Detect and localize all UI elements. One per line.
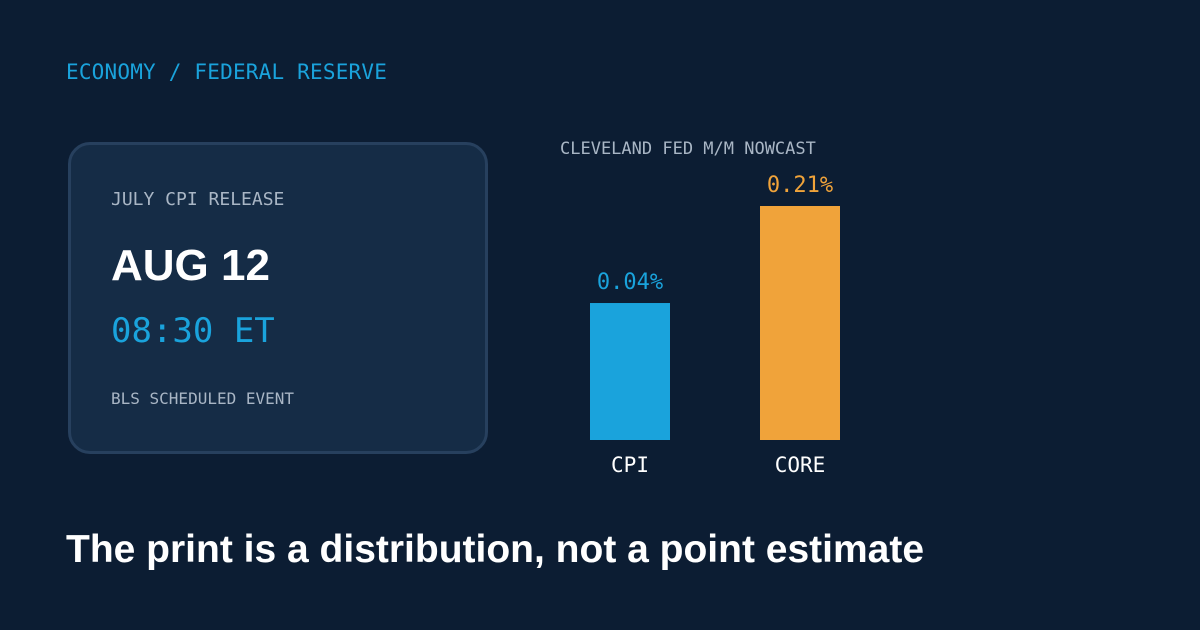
event-card: JULY CPI RELEASE AUG 12 08:30 ET BLS SCH…: [68, 142, 488, 454]
bar-value-label-core: 0.21%: [767, 173, 833, 198]
nowcast-bar-chart: CLEVELAND FED M/M NOWCAST 0.04% CPI 0.21% C…: [560, 139, 840, 477]
category-label-core: CORE: [775, 453, 826, 477]
chart-title: CLEVELAND FED M/M NOWCAST: [560, 139, 816, 159]
bar-core: [760, 206, 840, 440]
breadcrumb: ECONOMY / FEDERAL RESERVE: [66, 60, 388, 84]
bar-cpi: [590, 303, 670, 440]
event-footnote: BLS SCHEDULED EVENT: [111, 389, 295, 408]
headline: The print is a distribution, not a point…: [66, 528, 925, 571]
bar-value-label-cpi: 0.04%: [597, 270, 663, 295]
event-time: 08:30 ET: [111, 311, 275, 351]
event-date: AUG 12: [111, 241, 270, 290]
event-eyebrow: JULY CPI RELEASE: [111, 189, 285, 210]
chart-bars: 0.04% CPI 0.21% CORE: [590, 173, 840, 477]
category-label-cpi: CPI: [611, 453, 649, 477]
